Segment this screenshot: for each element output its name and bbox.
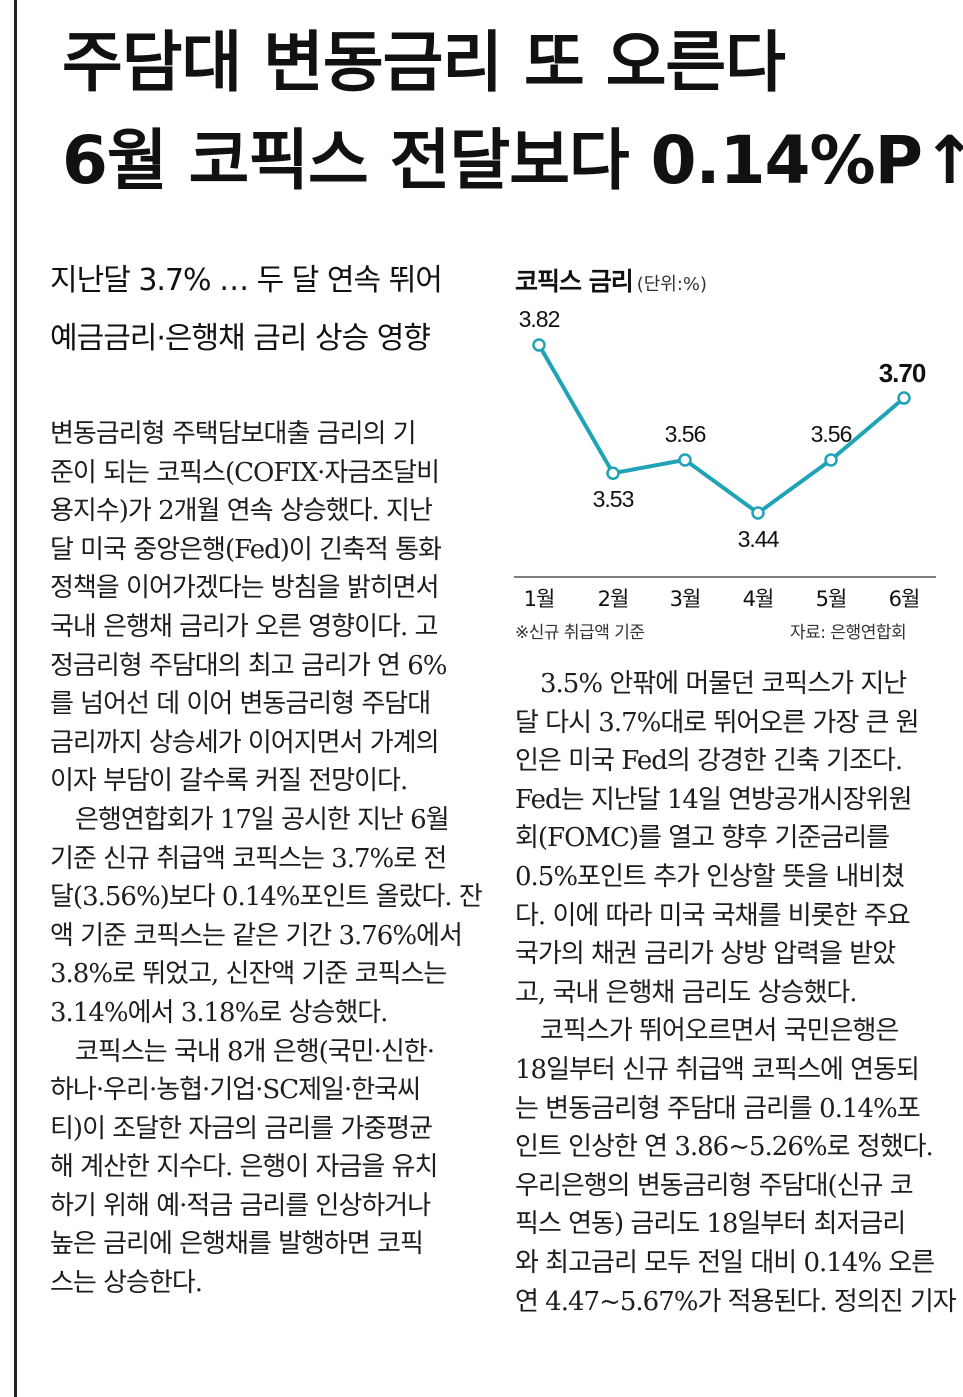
- article-line: 달(3.56%)보다 0.14%포인트 올랐다. 잔: [50, 882, 483, 913]
- article-line: 정책을 이어가겠다는 방침을 밝히면서: [50, 573, 440, 604]
- x-tick-label: 3월: [670, 587, 701, 611]
- article-line: 와 최고금리 모두 전일 대비 0.14% 오른: [515, 1247, 935, 1278]
- article-line: 높은 금리에 은행채를 발행하면 코픽: [50, 1229, 424, 1260]
- article-line: 3.14%에서 3.18%로 상승했다.: [50, 997, 388, 1028]
- chart-note: ※신규 취급액 기준: [515, 623, 645, 643]
- data-label: 3.82: [519, 306, 560, 332]
- article-line: 우리은행의 변동금리형 주담대(신규 코: [515, 1170, 914, 1201]
- x-tick-label: 5월: [816, 587, 847, 611]
- chart-svg: 3.82 1월 3.53 2월 3.56 3월 3.44 4월 3.56 5월 3.70 6월: [514, 306, 936, 611]
- article-line: 코픽스는 국내 8개 은행(국민·신한·: [50, 1036, 435, 1067]
- article-line: 준이 되는 코픽스(COFIX·자금조달비: [50, 457, 440, 488]
- article-line: 3.5% 안팎에 머물던 코픽스가 지난: [515, 669, 907, 699]
- data-point: [678, 453, 692, 467]
- chart-title: 코픽스 금리 (단위:%): [515, 262, 707, 298]
- article-line: 회(FOMC)를 열고 향후 기준금리를: [515, 823, 890, 854]
- headline: 주담대 변동금리 또 오른다 6월 코픽스 전달보다 0.14%P↑: [62, 14, 963, 210]
- data-label: 3.56: [665, 421, 706, 447]
- article-line: 다. 이에 따라 미국 국채를 비롯한 주요: [515, 900, 911, 931]
- article-line: 국내 은행채 금리가 오른 영향이다. 고: [50, 611, 438, 642]
- article-line: 용지수)가 2개월 연속 상승했다. 지난: [50, 496, 433, 527]
- article-line: 고, 국내 은행채 금리도 상승했다.: [515, 977, 858, 1008]
- article-line: 이자 부담이 갈수록 커질 전망이다.: [50, 766, 408, 797]
- article-line: 0.5%포인트 추가 인상할 뜻을 내비쳤: [515, 861, 905, 892]
- article-line: 국가의 채권 금리가 상방 압력을 받았: [515, 939, 896, 970]
- data-point: [606, 466, 620, 480]
- article-line: 는 변동금리형 주담대 금리를 0.14%포: [515, 1093, 921, 1124]
- x-tick-label: 6월: [889, 587, 920, 611]
- x-tick-label: 1월: [524, 587, 555, 611]
- article-line: 인트 인상한 연 3.86~5.26%로 정했다.: [515, 1132, 934, 1163]
- headline-line-1: 주담대 변동금리 또 오른다: [62, 24, 786, 101]
- article-line: 금리까지 상승세가 이어지면서 가계의: [50, 727, 440, 758]
- data-point: [824, 453, 838, 467]
- article-line: 인은 미국 Fed의 강경한 긴축 기조다.: [515, 746, 903, 777]
- subheadline-line-2: 예금금리·은행채 금리 상승 영향: [50, 321, 431, 356]
- article-line: 액 기준 코픽스는 같은 기간 3.76%에서: [50, 920, 463, 951]
- article-line: 하나·우리·농협·기업·SC제일·한국씨: [50, 1075, 421, 1106]
- data-label: 3.70: [879, 358, 926, 388]
- cofix-line-chart: 3.82 1월 3.53 2월 3.56 3월 3.44 4월 3.56 5월 3.70 6월: [510, 300, 940, 645]
- x-tick-label: 4월: [743, 587, 774, 611]
- article-line: 변동금리형 주택담보대출 금리의 기: [50, 419, 417, 449]
- article-line: 은행연합회가 17일 공시한 지난 6월: [50, 804, 450, 835]
- data-label: 3.44: [738, 526, 780, 552]
- page-left-rule: [14, 0, 17, 1397]
- article-line: 정금리형 주담대의 최고 금리가 연 6%: [50, 650, 447, 681]
- chart-title-text: 코픽스 금리: [515, 267, 634, 296]
- x-tick-label: 2월: [598, 587, 629, 611]
- data-label: 3.56: [811, 421, 852, 447]
- chart-source: 자료: 은행연합회: [790, 623, 907, 643]
- article-line: 티)이 조달한 자금의 금리를 가중평균: [50, 1113, 433, 1144]
- article-line: 달 미국 중앙은행(Fed)이 긴축적 통화: [50, 534, 442, 565]
- article-line: 달 다시 3.7%대로 뛰어오른 가장 큰 원: [515, 707, 920, 738]
- article-line: 코픽스가 뛰어오르면서 국민은행은: [515, 1016, 899, 1047]
- subheadline: 지난달 3.7% … 두 달 연속 뛰어 예금금리·은행채 금리 상승 영향: [50, 252, 490, 368]
- article-line: 3.8%로 뛰었고, 신잔액 기준 코픽스는: [50, 959, 447, 990]
- article-line: 를 넘어선 데 이어 변동금리형 주담대: [50, 689, 431, 720]
- article-line: 해 계산한 지수다. 은행이 자금을 유치: [50, 1152, 438, 1183]
- data-point: [532, 338, 546, 352]
- article-line: 하기 위해 예·적금 금리를 인상하거나: [50, 1190, 431, 1221]
- data-point: [897, 391, 911, 405]
- article-line: 스는 상승한다.: [50, 1268, 203, 1299]
- data-point: [751, 506, 765, 520]
- article-line: 픽스 연동) 금리도 18일부터 최저금리: [515, 1209, 906, 1240]
- article-line: 기준 신규 취급액 코픽스는 3.7%로 전: [50, 843, 447, 874]
- article-line: 연 4.47~5.67%가 적용된다. 정의진 기자: [515, 1286, 957, 1317]
- chart-unit: (단위:%): [636, 274, 708, 295]
- article-line: Fed는 지난달 14일 연방공개시장위원: [515, 784, 913, 815]
- headline-line-2: 6월 코픽스 전달보다 0.14%P↑: [62, 122, 963, 199]
- article-line: 18일부터 신규 취급액 코픽스에 연동되: [515, 1054, 920, 1085]
- data-label: 3.53: [593, 486, 634, 512]
- series-line: [537, 344, 906, 515]
- subheadline-line-1: 지난달 3.7% … 두 달 연속 뛰어: [50, 263, 443, 298]
